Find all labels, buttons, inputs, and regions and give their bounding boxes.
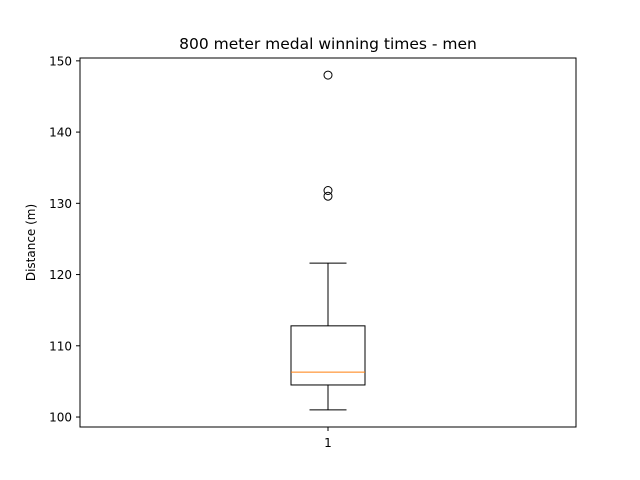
y-tick-label: 150 bbox=[49, 54, 72, 68]
y-tick-label: 100 bbox=[49, 411, 72, 425]
chart-title: 800 meter medal winning times - men bbox=[179, 35, 477, 53]
y-axis: 100 110 120 130 140 150 bbox=[49, 54, 80, 425]
x-tick-label: 1 bbox=[324, 436, 332, 450]
y-tick-label: 120 bbox=[49, 268, 72, 282]
outlier-point bbox=[323, 191, 333, 201]
box-plot-1 bbox=[290, 70, 366, 411]
outlier-point bbox=[323, 70, 333, 80]
y-axis-label: Distance (m) bbox=[24, 204, 38, 281]
box-iqr bbox=[290, 325, 366, 386]
y-tick-label: 110 bbox=[49, 339, 72, 353]
y-tick-label: 130 bbox=[49, 197, 72, 211]
outlier-point bbox=[323, 185, 333, 195]
y-tick-label: 140 bbox=[49, 126, 72, 140]
plot-area bbox=[290, 70, 366, 411]
x-axis: 1 bbox=[324, 427, 332, 450]
